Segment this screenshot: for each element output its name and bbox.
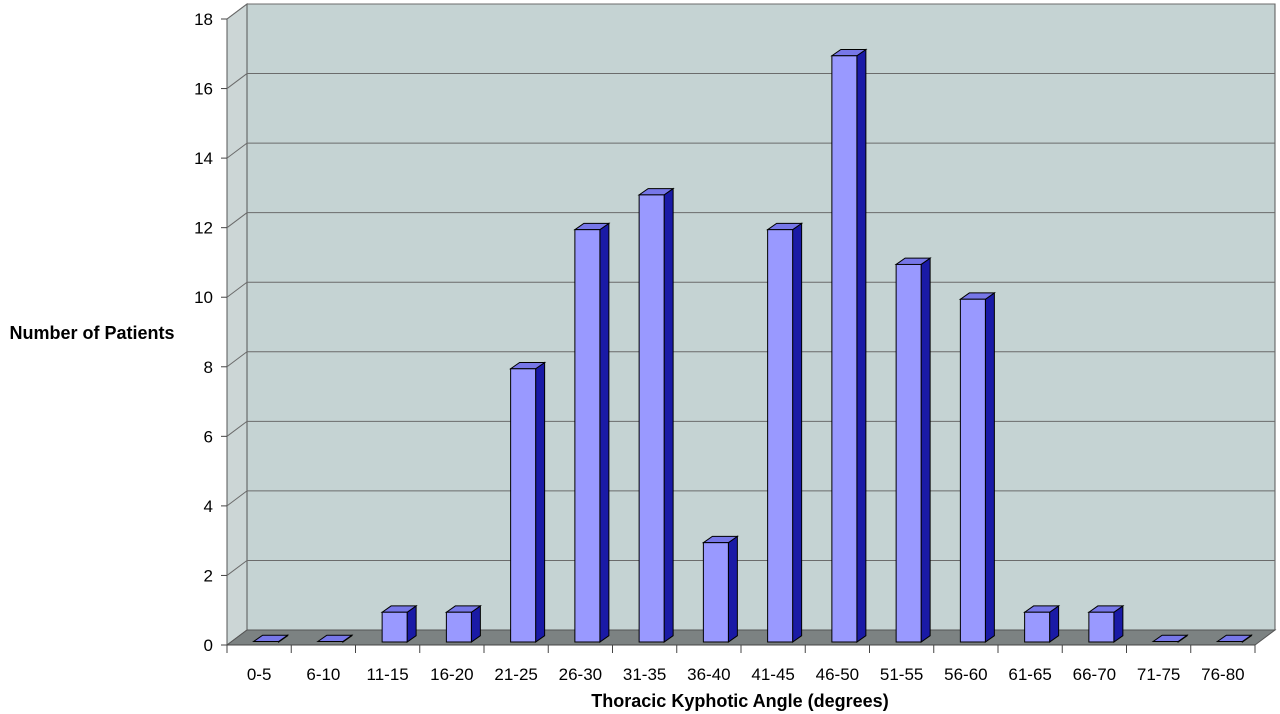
gridline — [226, 490, 1275, 507]
y-tick-label: 8 — [204, 358, 213, 377]
x-tick-label: 16-20 — [430, 665, 473, 684]
gridline — [226, 420, 1275, 437]
bar-6-10 — [316, 634, 354, 643]
bar-side — [856, 48, 867, 643]
bar-front — [1024, 611, 1051, 643]
y-tick-label: 16 — [194, 80, 213, 99]
gridline — [226, 559, 1275, 576]
bar-21-25 — [509, 361, 547, 643]
bar-side — [792, 222, 803, 643]
bar-front — [959, 298, 986, 643]
y-axis-title: Number of Patients — [9, 323, 174, 343]
y-axis-ticks: 0 2 4 6 8 10 12 14 16 18 — [194, 10, 227, 655]
bar-side — [727, 535, 738, 643]
bar-31-35 — [637, 187, 675, 643]
bar-front — [702, 542, 729, 643]
bar-front — [381, 611, 408, 643]
bar-66-70 — [1087, 604, 1125, 643]
bar-front — [831, 55, 858, 643]
x-tick-label: 71-75 — [1137, 665, 1180, 684]
x-tick-label: 21-25 — [494, 665, 537, 684]
gridline — [226, 73, 1275, 89]
bar-side — [599, 222, 610, 643]
y-tick-label: 10 — [194, 288, 213, 307]
y-tick-label: 18 — [194, 10, 213, 29]
gridline — [226, 142, 1275, 159]
bar-top — [1151, 634, 1189, 642]
bar-front — [445, 611, 472, 643]
y-tick-label: 14 — [194, 149, 213, 168]
bar-top — [1215, 634, 1253, 642]
bar-71-75 — [1151, 634, 1189, 643]
x-tick-label: 31-35 — [623, 665, 666, 684]
x-tick-label: 6-10 — [306, 665, 340, 684]
x-tick-label: 66-70 — [1073, 665, 1116, 684]
x-tick-label: 56-60 — [944, 665, 987, 684]
bar-0-5 — [252, 634, 290, 643]
gridline — [226, 281, 1275, 298]
y-tick-label: 2 — [204, 566, 213, 585]
bar-side — [535, 361, 546, 643]
bar-front — [767, 229, 794, 643]
gridline — [226, 212, 1275, 229]
gridline — [226, 351, 1275, 368]
bar-front — [510, 368, 537, 643]
bar-front — [638, 194, 665, 643]
bar-76-80 — [1215, 634, 1253, 643]
bar-side — [920, 257, 931, 643]
bar-41-45 — [766, 222, 804, 643]
bar-36-40 — [701, 535, 739, 643]
y-tick-label: 0 — [204, 636, 213, 655]
y-tick-label: 12 — [194, 219, 213, 238]
y-tick-label: 4 — [204, 497, 213, 516]
bar-16-20 — [444, 604, 482, 643]
x-tick-label: 51-55 — [880, 665, 923, 684]
x-tick-label: 11-15 — [367, 665, 409, 684]
x-axis-ticks: 0-5 6-10 11-15 16-20 21-25 26-30 31-35 36-40 41-… — [226, 644, 1256, 684]
x-tick-label: 41-45 — [751, 665, 794, 684]
bar-top — [316, 634, 354, 642]
bar-11-15 — [380, 604, 418, 643]
left-wall — [226, 3, 248, 646]
x-tick-label: 26-30 — [559, 665, 602, 684]
bar-46-50 — [830, 48, 868, 643]
x-tick-label: 46-50 — [816, 665, 859, 684]
gridline — [226, 3, 1275, 20]
bars — [252, 48, 1253, 643]
x-tick-label: 61-65 — [1008, 665, 1051, 684]
x-tick-label: 76-80 — [1201, 665, 1244, 684]
bar-61-65 — [1023, 604, 1061, 643]
back-wall — [246, 3, 1276, 631]
gridlines — [226, 3, 1275, 576]
x-tick-label: 36-40 — [687, 665, 730, 684]
bar-front — [1088, 611, 1115, 643]
x-tick-label: 0-5 — [247, 665, 272, 684]
bar-51-55 — [894, 257, 932, 643]
x-axis-title: Thoracic Kyphotic Angle (degrees) — [591, 691, 888, 711]
bar-top — [252, 634, 290, 642]
bar-26-30 — [573, 222, 611, 643]
bar-side — [984, 291, 995, 643]
bar-front — [895, 263, 922, 643]
bar-side — [663, 187, 674, 643]
plot-area — [225, 3, 1277, 646]
bar-front — [574, 229, 601, 643]
bar-56-60 — [958, 291, 996, 643]
y-tick-label: 6 — [204, 427, 213, 446]
